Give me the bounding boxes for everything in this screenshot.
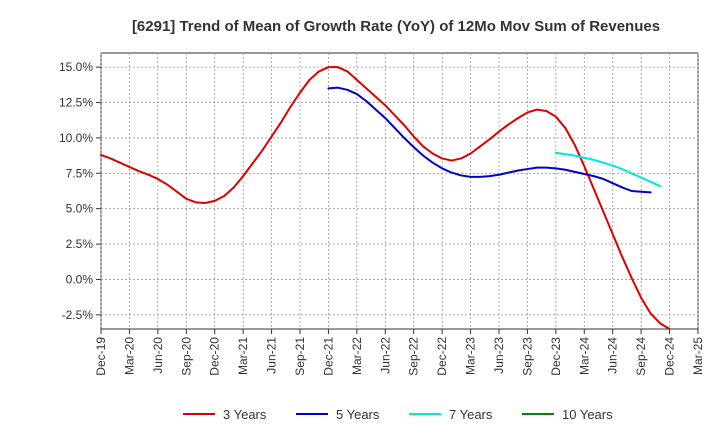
x-axis: Dec-19 Mar-20 Jun-20 Sep-20 Dec-20 Mar-21 Jun-… [94,329,705,376]
x-tick-label: Jun-24 [606,337,620,374]
series-line-7-years [554,151,662,188]
y-tick-label: 5.0% [66,202,94,216]
y-tick-label: 15.0% [59,60,93,74]
x-tick-label: Sep-23 [520,337,534,376]
x-tick-label: Sep-24 [634,337,648,376]
x-tick-label: Dec-19 [94,337,108,376]
legend-label-7-years: 7 Years [449,407,493,422]
y-tick-label: -2.5% [62,308,94,322]
x-tick-label: Jun-21 [265,337,279,374]
x-tick-label: Mar-20 [122,337,136,375]
series-line-3-years [100,66,671,330]
x-tick-label: Mar-22 [350,337,364,375]
chart-title: [6291] Trend of Mean of Growth Rate (YoY… [132,18,660,35]
x-tick-label: Jun-20 [151,337,165,374]
series-line-5-years [327,86,652,194]
legend-label-3-years: 3 Years [223,407,267,422]
x-tick-label: Dec-22 [435,337,449,376]
x-tick-label: Mar-23 [464,337,478,375]
legend: 3 Years 5 Years 7 Years 10 Years [183,407,613,422]
y-tick-label: 12.5% [59,96,93,110]
x-tick-label: Sep-21 [293,337,307,376]
legend-label-10-years: 10 Years [562,407,613,422]
x-tick-label: Jun-23 [492,337,506,374]
x-tick-label: Dec-21 [321,337,335,376]
x-tick-label: Dec-24 [663,337,677,376]
x-tick-label: Sep-20 [179,337,193,376]
y-tick-label: 0.0% [66,272,94,286]
x-tick-label: Mar-24 [577,337,591,375]
x-tick-label: Sep-22 [407,337,421,376]
x-tick-label: Mar-21 [236,337,250,375]
x-tick-label: Mar-25 [691,337,705,375]
y-tick-label: 7.5% [66,166,94,180]
x-tick-label: Dec-23 [549,337,563,376]
plot-area [100,52,699,330]
grid-lines [100,53,699,329]
x-tick-label: Dec-20 [208,337,222,376]
legend-label-5-years: 5 Years [336,407,380,422]
y-axis: 15.0% 12.5% 10.0% 7.5% 5.0% 2.5% 0.0% -2.5% [59,60,101,322]
x-tick-label: Jun-22 [378,337,392,374]
y-tick-label: 2.5% [66,237,94,251]
series-group [100,66,671,330]
y-tick-label: 10.0% [59,131,93,145]
